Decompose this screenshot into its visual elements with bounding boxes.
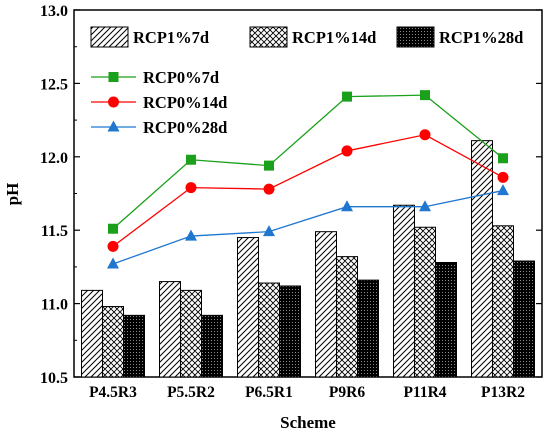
bar xyxy=(357,279,379,378)
bar-group xyxy=(81,140,535,378)
bar xyxy=(258,282,280,378)
line-point xyxy=(419,200,431,212)
bar xyxy=(336,256,358,378)
x-tick-label: P13R2 xyxy=(481,384,525,401)
line-point xyxy=(420,90,430,101)
bar xyxy=(279,285,301,378)
line-point xyxy=(107,257,119,269)
bar xyxy=(201,314,223,378)
legend-label: RCP1%7d xyxy=(133,28,209,47)
bar xyxy=(492,225,514,378)
legend-swatch xyxy=(249,26,288,48)
y-tick-label: 11.0 xyxy=(41,297,68,314)
x-tick-label: P5.5R2 xyxy=(167,384,215,401)
bar xyxy=(513,260,535,378)
bar-legend: RCP1%7d RCP1%14d RCP1%28d xyxy=(90,26,523,48)
line-legend: RCP0%7d RCP0%14d RCP0%28d xyxy=(91,68,227,137)
line-point xyxy=(185,229,197,241)
y-tick-label: 10.5 xyxy=(40,370,68,387)
x-tick-label: P6.5R1 xyxy=(245,384,293,401)
line-point xyxy=(497,184,509,196)
bar xyxy=(315,231,337,378)
line-point xyxy=(108,223,118,234)
bar xyxy=(393,204,415,378)
legend-swatch xyxy=(396,26,435,48)
x-tick-label: P4.5R3 xyxy=(89,384,137,401)
line-point xyxy=(264,160,274,171)
bar xyxy=(180,289,202,378)
x-axis: P4.5R3 P5.5R2 P6.5R1 P9R6 P11R4 P13R2 xyxy=(89,371,525,401)
bar xyxy=(81,289,103,378)
bar xyxy=(237,237,259,378)
x-axis-title: Scheme xyxy=(280,413,336,432)
bar xyxy=(471,140,493,378)
line-point xyxy=(107,120,120,132)
bar xyxy=(414,226,436,378)
line-point xyxy=(497,171,509,183)
y-tick-label: 12.0 xyxy=(40,150,68,167)
bar xyxy=(102,306,124,378)
line-point xyxy=(185,182,197,194)
line-point xyxy=(108,96,119,108)
series-line xyxy=(112,134,504,247)
line-point xyxy=(186,154,196,165)
legend-label: RCP0%14d xyxy=(143,93,227,112)
line-point xyxy=(342,91,352,102)
y-axis-title: pH xyxy=(3,183,22,206)
legend-label: RCP0%7d xyxy=(143,68,219,87)
bar xyxy=(159,281,181,378)
legend-label: RCP1%28d xyxy=(439,28,523,47)
y-axis: 10.5 11.0 11.5 12.0 12.5 13.0 xyxy=(40,3,542,387)
y-tick-label: 12.5 xyxy=(40,76,68,93)
legend-swatch xyxy=(90,26,129,48)
line-point xyxy=(263,225,275,237)
legend-label: RCP0%28d xyxy=(143,118,227,137)
line-point xyxy=(108,72,119,82)
line-point xyxy=(419,129,431,141)
bar xyxy=(123,314,145,378)
line-point xyxy=(341,145,353,157)
line-point xyxy=(498,153,508,164)
y-tick-label: 11.5 xyxy=(41,223,68,240)
series-line xyxy=(112,189,504,265)
y-tick-label: 13.0 xyxy=(40,3,68,20)
line-group xyxy=(107,90,509,269)
x-tick-label: P9R6 xyxy=(329,384,365,401)
x-tick-label: P11R4 xyxy=(403,384,446,401)
series-line xyxy=(112,94,504,230)
line-point xyxy=(341,200,353,212)
legend-label: RCP1%14d xyxy=(292,28,376,47)
bar xyxy=(435,261,457,378)
line-point xyxy=(263,183,275,195)
line-point xyxy=(107,240,119,252)
